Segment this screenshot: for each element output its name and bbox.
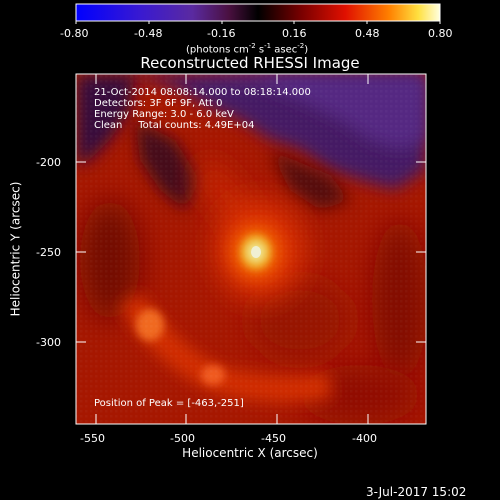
colorbar-tick-label: -0.48 [134, 27, 163, 40]
x-tick-label: -550 [80, 432, 105, 445]
colorbar-ticks [75, 21, 441, 24]
peak-position-text: Position of Peak = [-463,-251] [94, 398, 244, 409]
colorbar-tick-label: -0.80 [60, 27, 89, 40]
colorbar-tick-label: -0.16 [207, 27, 236, 40]
date-stamp: 3-Jul-2017 15:02 [366, 485, 467, 499]
colorbar [76, 4, 440, 21]
detectors-text: Detectors: 3F 6F 9F, Att 0 [94, 98, 223, 109]
plot-frame [75, 73, 427, 425]
y-axis-label: Heliocentric Y (arcsec) [8, 181, 23, 317]
y-axis-ticks [76, 161, 426, 343]
y-tick-label: -300 [36, 336, 61, 349]
x-tick-label: -400 [352, 432, 377, 445]
y-tick-label: -250 [36, 246, 61, 259]
colorbar-tick-label: 0.80 [428, 27, 453, 40]
colorbar-tick-label: 0.48 [355, 27, 380, 40]
colorbar-frame [75, 3, 441, 22]
plot-title: Reconstructed RHESSI Image [140, 54, 360, 72]
x-axis-label: Heliocentric X (arcsec) [182, 446, 318, 460]
x-tick-label: -500 [170, 432, 195, 445]
colorbar-units: (photons cm-2 s-1 asec-2) [186, 42, 309, 56]
x-axis-ticks [95, 74, 369, 424]
heatmap-image [76, 74, 426, 424]
colorbar-tick-label: 0.16 [282, 27, 307, 40]
x-tick-label: -450 [261, 432, 286, 445]
energy-range-text: Energy Range: 3.0 - 6.0 keV [94, 109, 234, 120]
clean-counts-text: Clean Total counts: 4.49E+04 [94, 120, 255, 131]
time-range-text: 21-Oct-2014 08:08:14.000 to 08:18:14.000 [94, 87, 311, 98]
y-tick-label: -200 [36, 156, 61, 169]
